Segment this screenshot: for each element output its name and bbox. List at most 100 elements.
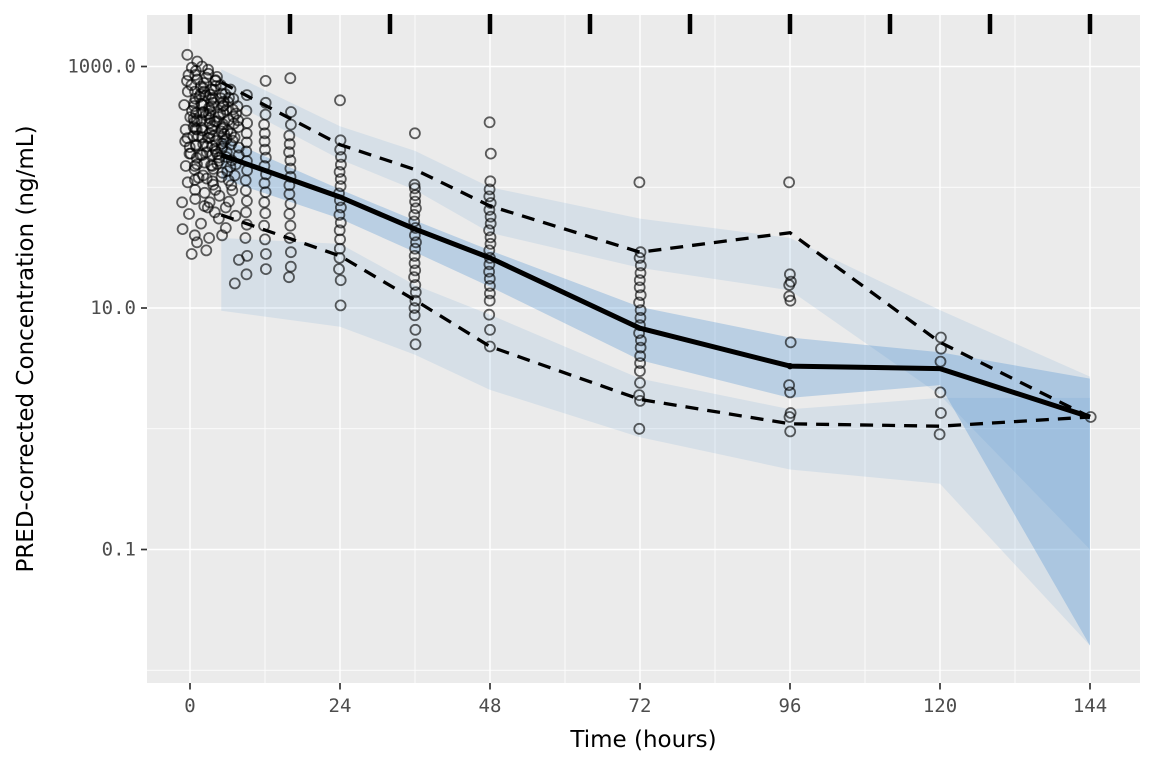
observed-point <box>335 151 347 163</box>
observed-point <box>204 104 217 117</box>
observed-point <box>484 217 497 230</box>
observed-point <box>189 193 202 205</box>
gridlines <box>147 15 1140 683</box>
observed-point <box>409 294 422 307</box>
observed-point <box>239 232 252 244</box>
observed-point <box>181 48 194 61</box>
observed-point <box>334 158 347 171</box>
median-vertex-dot <box>786 362 794 370</box>
observed-point <box>334 180 347 193</box>
observed-point <box>933 428 946 441</box>
observed-point <box>283 146 296 159</box>
observed-point <box>258 118 271 131</box>
observed-point <box>188 229 201 242</box>
observed-point <box>241 249 254 262</box>
observed-point <box>409 242 422 255</box>
observed-point <box>284 154 297 167</box>
observed-point <box>200 172 213 185</box>
observed-point <box>259 248 272 260</box>
observed-point <box>484 237 497 250</box>
observed-point <box>206 148 219 161</box>
observed-point <box>484 323 496 336</box>
observed-point <box>408 271 421 284</box>
y-axis-ticks <box>141 65 147 551</box>
observed-point <box>410 236 422 249</box>
observed-point <box>211 157 224 170</box>
ribbon-lower <box>221 237 1090 646</box>
x-tick-label: 0 <box>184 695 195 717</box>
observed-point <box>409 202 422 215</box>
observed-point <box>484 210 497 223</box>
x-tick-label: 144 <box>1073 695 1107 717</box>
observed-point <box>258 177 271 190</box>
observed-point <box>181 176 194 189</box>
observed-point <box>207 178 220 191</box>
line-upper-percentile-dashed <box>220 80 1091 419</box>
observed-point <box>259 207 272 220</box>
observed-point <box>283 208 296 220</box>
observed-point <box>633 422 646 435</box>
observed-point <box>483 224 496 237</box>
observed-point <box>633 281 646 294</box>
observed-points <box>176 48 1097 441</box>
observed-point <box>203 196 216 209</box>
observed-point <box>784 336 797 349</box>
observed-point <box>259 233 271 246</box>
observed-point <box>634 259 647 272</box>
x-axis-title: Time (hours) <box>570 727 717 753</box>
x-tick-label: 24 <box>329 695 352 717</box>
observed-point <box>197 77 210 89</box>
observed-point <box>240 104 253 117</box>
observed-point <box>240 136 253 149</box>
observed-point <box>219 201 232 214</box>
observed-point <box>634 357 646 370</box>
observed-point <box>284 219 297 232</box>
observed-point <box>783 176 795 189</box>
observed-point <box>258 135 271 148</box>
observed-point <box>484 175 497 188</box>
observed-point <box>633 176 646 189</box>
observed-point <box>230 107 243 120</box>
x-tick-label: 48 <box>479 695 502 717</box>
observed-point <box>935 331 947 344</box>
observed-point <box>259 151 272 164</box>
observed-point <box>213 189 226 202</box>
observed-point <box>198 186 211 199</box>
observed-point <box>484 147 497 160</box>
x-tick-label: 96 <box>779 695 802 717</box>
observed-point <box>408 182 421 195</box>
observed-point <box>408 249 421 262</box>
y-tick-labels: 1000.0 10.0 0.1 <box>67 56 136 561</box>
observed-point <box>216 229 229 242</box>
observed-point <box>634 304 647 317</box>
observed-point <box>283 129 296 142</box>
observed-point <box>334 173 347 185</box>
ribbon-upper <box>221 69 1090 550</box>
observed-point <box>409 323 422 336</box>
observed-point <box>191 236 203 249</box>
observed-point <box>283 271 295 284</box>
observed-point <box>218 135 230 148</box>
observed-point <box>484 231 497 244</box>
panel-background <box>147 15 1140 683</box>
observed-point <box>783 411 796 423</box>
observed-point <box>784 386 796 399</box>
observed-point <box>176 223 189 236</box>
observed-point <box>409 189 422 202</box>
observed-point <box>408 257 421 270</box>
observed-point <box>284 118 297 131</box>
observed-point <box>334 274 347 287</box>
plot-area <box>176 48 1097 646</box>
observed-point <box>783 279 796 291</box>
observed-point <box>197 169 210 182</box>
observed-point <box>284 72 297 85</box>
observed-point <box>408 208 421 221</box>
observed-point <box>409 338 422 351</box>
x-tick-label: 120 <box>923 695 957 717</box>
observed-point <box>634 267 647 279</box>
observed-point <box>483 294 496 307</box>
observed-point <box>333 208 346 221</box>
observed-point <box>334 299 347 312</box>
observed-point <box>483 190 496 203</box>
